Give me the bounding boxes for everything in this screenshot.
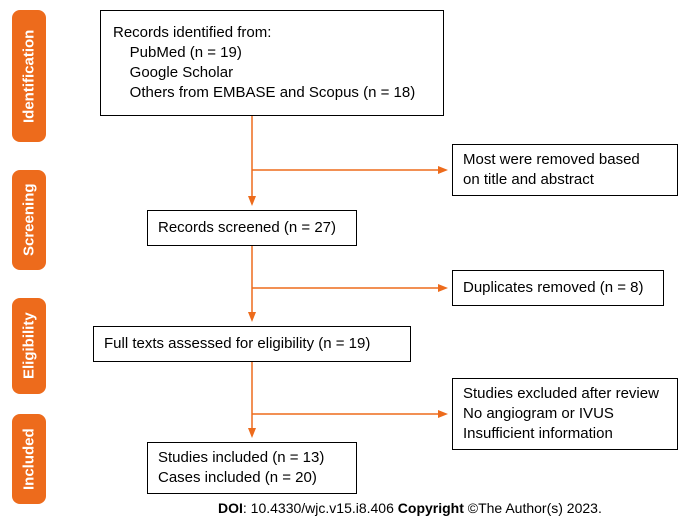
flow-box-b2-line: Most were removed based (463, 150, 667, 170)
flow-box-b3-line: Records screened (n = 27) (158, 218, 346, 238)
arrow-head-icon (248, 428, 256, 438)
flow-box-b6-line: No angiogram or IVUS (463, 404, 667, 424)
flow-box-b2: Most were removed basedon title and abst… (452, 144, 678, 196)
credit-line: DOI: 10.4330/wjc.v15.i8.406 Copyright ©T… (218, 500, 602, 516)
flow-box-b4: Duplicates removed (n = 8) (452, 270, 664, 306)
flow-box-b2-line: on title and abstract (463, 170, 667, 190)
flow-box-b6-line: Insufficient information (463, 424, 667, 444)
arrow-head-icon (248, 196, 256, 206)
flow-box-b1: Records identified from: PubMed (n = 19)… (100, 10, 444, 116)
flow-box-b3: Records screened (n = 27) (147, 210, 357, 246)
flow-box-b1-line: Others from EMBASE and Scopus (n = 18) (113, 83, 431, 103)
phase-label-eligibility: Eligibility (12, 298, 46, 394)
flow-box-b4-line: Duplicates removed (n = 8) (463, 278, 653, 298)
flow-box-b1-line: Records identified from: (113, 23, 431, 43)
phase-label-included: Included (12, 414, 46, 504)
flow-box-b7-line: Cases included (n = 20) (158, 468, 346, 488)
credit-copyright-value: ©The Author(s) 2023. (464, 500, 602, 516)
credit-doi-value: : 10.4330/wjc.v15.i8.406 (243, 500, 398, 516)
credit-copyright-label: Copyright (398, 500, 464, 516)
arrow-head-icon (438, 410, 448, 418)
flow-box-b7-line: Studies included (n = 13) (158, 448, 346, 468)
flow-box-b1-line: PubMed (n = 19) (113, 43, 431, 63)
credit-doi-label: DOI (218, 500, 243, 516)
phase-label-screening: Screening (12, 170, 46, 270)
arrow-head-icon (438, 166, 448, 174)
flow-box-b1-line: Google Scholar (113, 63, 431, 83)
flowchart-stage: DOI: 10.4330/wjc.v15.i8.406 Copyright ©T… (0, 0, 689, 520)
phase-label-identification: Identification (12, 10, 46, 142)
flow-box-b5-line: Full texts assessed for eligibility (n =… (104, 334, 400, 354)
arrow-head-icon (248, 312, 256, 322)
flow-box-b7: Studies included (n = 13)Cases included … (147, 442, 357, 494)
flow-box-b6: Studies excluded after reviewNo angiogra… (452, 378, 678, 450)
arrow-head-icon (438, 284, 448, 292)
flow-box-b6-line: Studies excluded after review (463, 384, 667, 404)
flow-box-b5: Full texts assessed for eligibility (n =… (93, 326, 411, 362)
